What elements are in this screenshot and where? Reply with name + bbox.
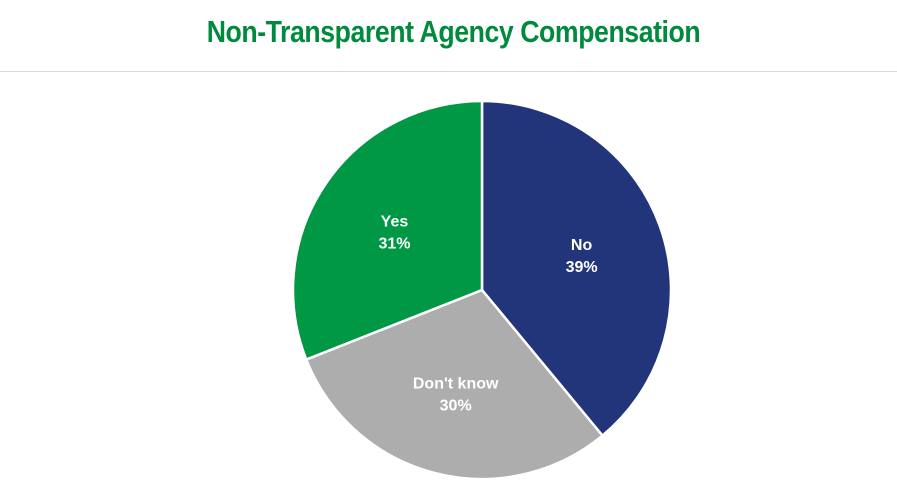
slice-value-no: 39% [566,259,598,276]
slice-value-yes: 31% [378,236,410,253]
pie-slice-no [480,99,673,437]
slice-label-no: No [571,237,593,254]
slice-value-don-t-know: 30% [440,398,472,415]
pie-labels: No 39% Don't know 30% Yes 31% [378,214,597,415]
pie-slice-don-t-know [305,288,604,481]
pie-slices [291,99,673,481]
chart-title: Non-Transparent Agency Compensation [206,14,701,49]
slice-label-don-t-know: Don't know [413,376,499,393]
pie-slice-yes [291,99,484,361]
title-divider [0,71,897,72]
slice-label-yes: Yes [381,214,409,231]
